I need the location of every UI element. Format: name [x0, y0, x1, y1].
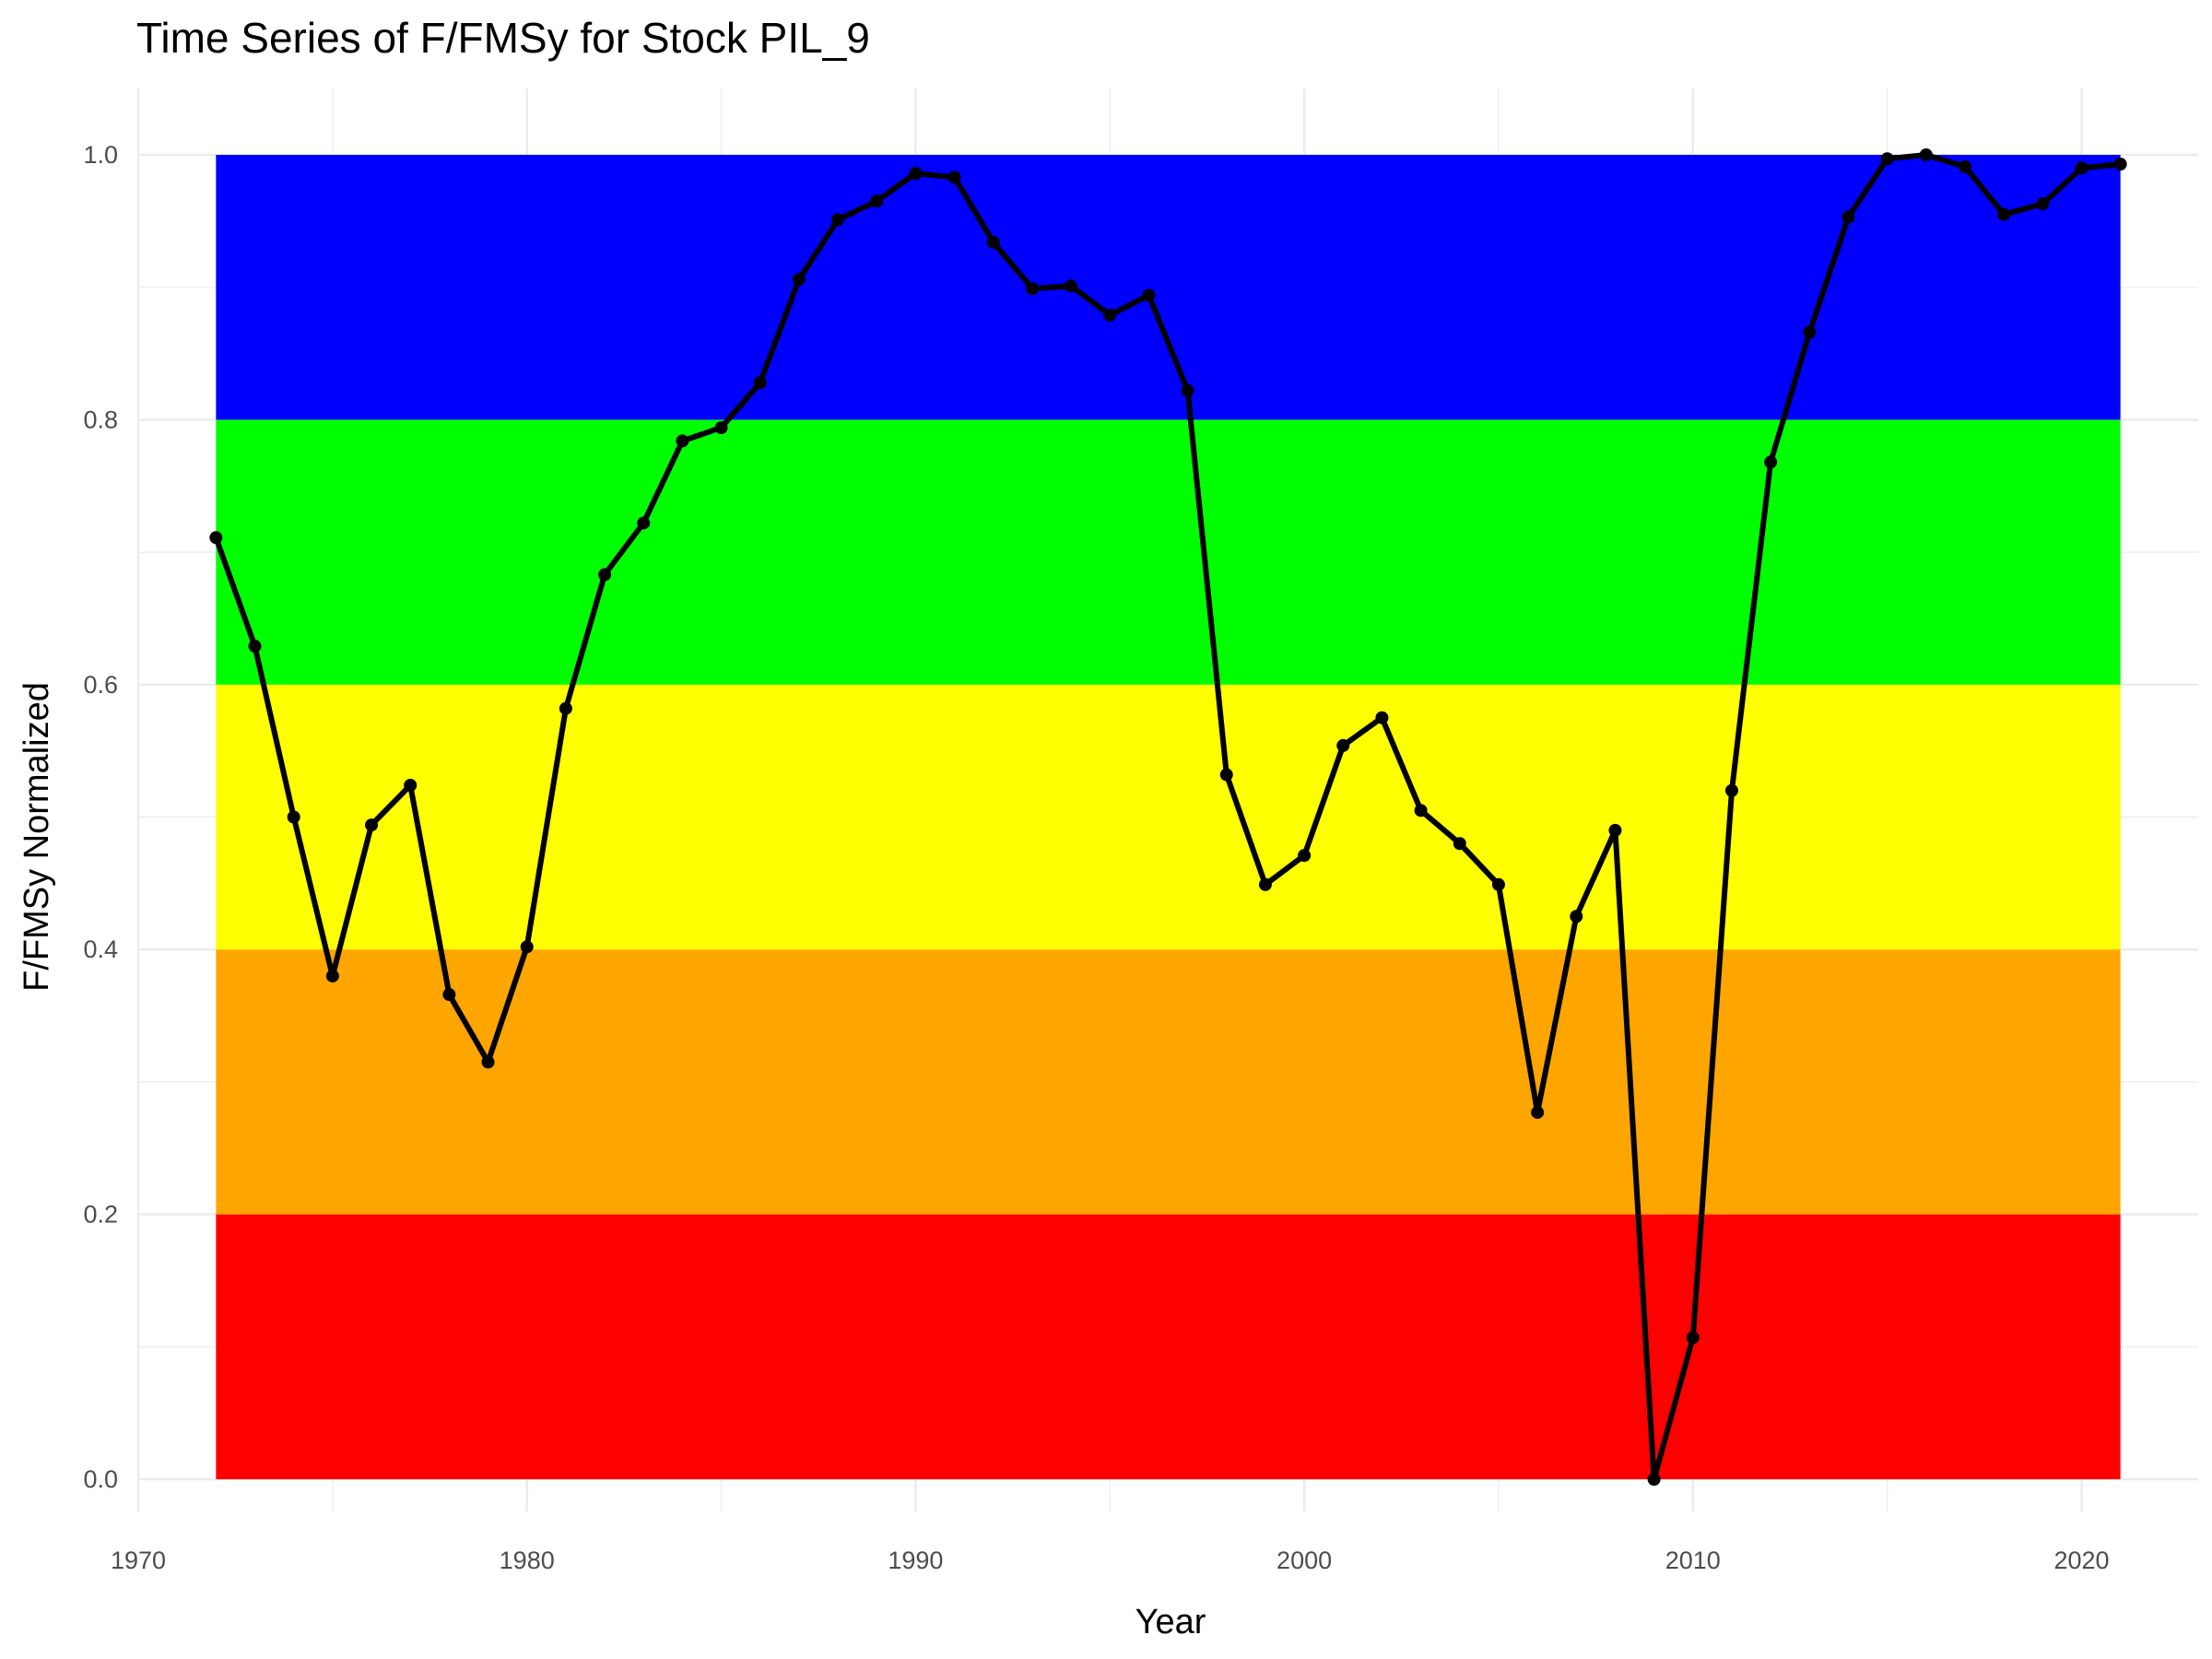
- data-point: [1920, 148, 1933, 161]
- data-point: [1220, 769, 1233, 782]
- data-point: [559, 702, 572, 715]
- y-tick-label: 0.0: [83, 1465, 118, 1493]
- data-point: [209, 531, 222, 544]
- data-point: [442, 988, 455, 1001]
- x-tick-label: 2020: [2053, 1547, 2109, 1574]
- data-point: [1182, 384, 1194, 397]
- data-point: [482, 1055, 495, 1068]
- data-point: [249, 640, 262, 653]
- data-point: [598, 569, 611, 582]
- data-point: [948, 171, 961, 183]
- data-point: [715, 421, 728, 434]
- background-bands: [216, 155, 2120, 1479]
- data-point: [987, 236, 1000, 249]
- x-tick-label: 1970: [111, 1547, 166, 1574]
- data-point: [754, 376, 767, 389]
- y-tick-label: 0.2: [83, 1201, 118, 1229]
- data-point: [1531, 1106, 1544, 1119]
- data-point: [1026, 282, 1039, 295]
- data-point: [2036, 197, 2049, 210]
- data-point: [637, 516, 650, 529]
- data-point: [909, 167, 922, 180]
- data-point: [404, 779, 417, 792]
- data-point: [1764, 455, 1777, 468]
- data-point: [1803, 326, 1816, 339]
- data-point: [1103, 309, 1116, 322]
- data-point: [1687, 1331, 1700, 1344]
- data-point: [1415, 804, 1428, 817]
- data-point: [1570, 910, 1583, 923]
- y-axis-title: F/FMSy Normalized: [18, 682, 56, 992]
- data-point: [793, 273, 806, 286]
- y-tick-label: 0.6: [83, 671, 118, 699]
- data-point: [1142, 288, 1155, 301]
- background-band: [216, 1215, 2120, 1479]
- y-tick-label: 0.8: [83, 406, 118, 433]
- data-point: [326, 970, 339, 982]
- data-point: [288, 811, 300, 824]
- data-point: [1453, 837, 1466, 850]
- x-tick-label: 2010: [1665, 1547, 1721, 1574]
- background-band: [216, 685, 2120, 949]
- data-point: [870, 194, 883, 207]
- x-axis-ticks: 1970 1980 1990 2000 2010 2020: [111, 1547, 2110, 1574]
- data-point: [521, 940, 534, 953]
- data-point: [2075, 161, 2088, 174]
- data-point: [365, 818, 378, 831]
- data-point: [1997, 208, 2010, 221]
- data-point: [676, 434, 688, 447]
- background-band: [216, 419, 2120, 684]
- y-tick-label: 0.4: [83, 935, 118, 963]
- data-point: [1648, 1473, 1661, 1486]
- y-axis-ticks: 0.0 0.2 0.4 0.6 0.8 1.0: [83, 141, 118, 1493]
- background-band: [216, 155, 2120, 419]
- data-point: [1881, 152, 1894, 165]
- data-point: [2114, 158, 2127, 171]
- data-point: [1725, 784, 1738, 797]
- x-tick-label: 1990: [888, 1547, 943, 1574]
- y-tick-label: 1.0: [83, 141, 118, 169]
- data-point: [1375, 712, 1388, 724]
- data-point: [1608, 824, 1621, 837]
- data-point: [1841, 211, 1854, 224]
- x-axis-title: Year: [1135, 1603, 1206, 1641]
- x-tick-label: 1980: [500, 1547, 555, 1574]
- background-band: [216, 949, 2120, 1214]
- data-point: [1259, 878, 1272, 891]
- data-point: [831, 213, 844, 226]
- data-point: [1298, 849, 1311, 862]
- data-point: [1959, 160, 1971, 173]
- data-point: [1336, 739, 1349, 752]
- x-tick-label: 2000: [1277, 1547, 1332, 1574]
- data-point: [1492, 878, 1505, 891]
- data-point: [1065, 279, 1077, 292]
